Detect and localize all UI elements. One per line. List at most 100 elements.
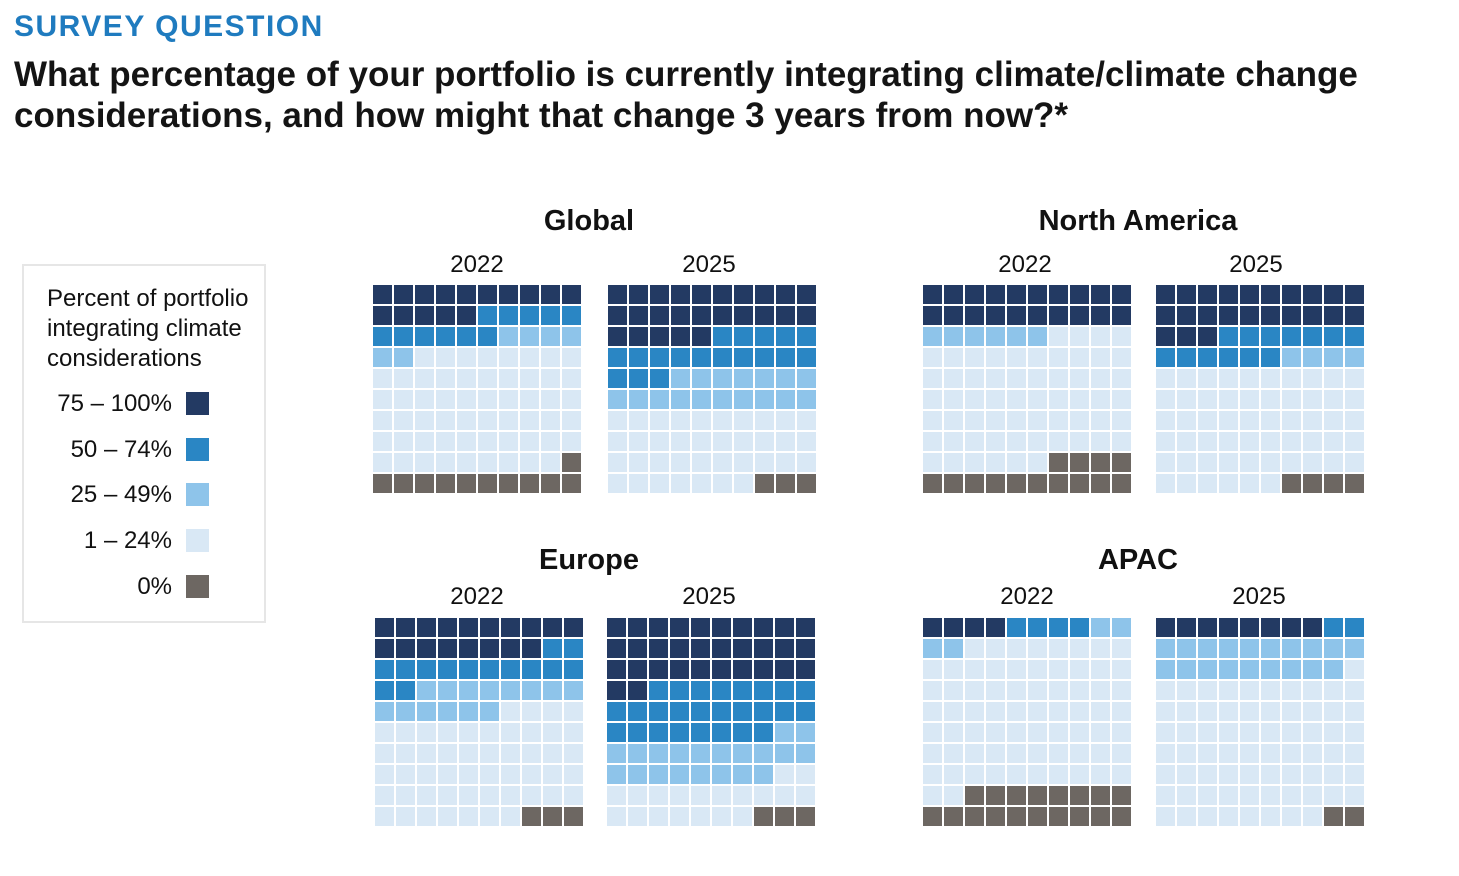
waffle-cell (733, 744, 752, 763)
waffle-cell (1303, 327, 1322, 346)
waffle-cell (629, 453, 648, 472)
waffle-cell (394, 390, 413, 409)
waffle-cell (923, 390, 942, 409)
waffle-cell (1345, 285, 1364, 304)
waffle-cell (396, 639, 415, 658)
waffle-cell (1282, 390, 1301, 409)
waffle-cell (796, 765, 815, 784)
waffle-cell (1324, 390, 1343, 409)
waffle-cell (1345, 765, 1364, 784)
legend-swatch (186, 438, 209, 461)
waffle-cell (562, 474, 581, 493)
waffle-cell (1303, 369, 1322, 388)
waffle-cell (670, 702, 689, 721)
legend-item-1-24: 1 – 24% (24, 528, 264, 554)
waffle-cell (1324, 474, 1343, 493)
waffle-cell (691, 681, 710, 700)
waffle-cell (1177, 306, 1196, 325)
waffle-cell (1219, 639, 1238, 658)
waffle-cell (438, 723, 457, 742)
waffle-cell (375, 639, 394, 658)
waffle-cell (691, 702, 710, 721)
waffle-cell (1345, 411, 1364, 430)
waffle-cell (1091, 369, 1110, 388)
waffle-cell (670, 723, 689, 742)
waffle-cell (1070, 702, 1089, 721)
waffle-cell (1219, 723, 1238, 742)
waffle-cell (457, 369, 476, 388)
waffle-cell (499, 474, 518, 493)
waffle-cell (1112, 618, 1131, 637)
waffle-cell (543, 807, 562, 826)
waffle-cell (459, 807, 478, 826)
waffle-cell (417, 702, 436, 721)
waffle-cell (1219, 411, 1238, 430)
waffle-cell (986, 285, 1005, 304)
waffle-cell (775, 807, 794, 826)
waffle-cell (564, 618, 583, 637)
waffle-cell (436, 432, 455, 451)
waffle-cell (1070, 390, 1089, 409)
waffle-cell (607, 660, 626, 679)
waffle-cell (1177, 390, 1196, 409)
waffle-cell (670, 618, 689, 637)
waffle-cell (691, 807, 710, 826)
waffle-cell (628, 786, 647, 805)
waffle-cell (1240, 453, 1259, 472)
waffle-cell (543, 660, 562, 679)
waffle-cell (944, 327, 963, 346)
waffle-cell (734, 306, 753, 325)
waffle-cell (607, 744, 626, 763)
waffle-cell (1091, 702, 1110, 721)
legend-item-0: 0% (24, 574, 264, 600)
waffle-cell (965, 327, 984, 346)
waffle-cell (712, 723, 731, 742)
waffle-cell (608, 474, 627, 493)
waffle-cell (607, 639, 626, 658)
waffle-cell (671, 432, 690, 451)
waffle-cell (1324, 327, 1343, 346)
waffle-cell (670, 786, 689, 805)
region-title-global: Global (543, 205, 635, 237)
waffle-cell (712, 807, 731, 826)
waffle-cell (923, 411, 942, 430)
waffle-cell (1282, 474, 1301, 493)
waffle-cell (692, 306, 711, 325)
waffle-north-america-2025 (1156, 285, 1364, 493)
waffle-cell (629, 369, 648, 388)
waffle-cell (797, 327, 816, 346)
waffle-cell (1049, 306, 1068, 325)
waffle-cell (965, 744, 984, 763)
waffle-cell (1303, 807, 1322, 826)
waffle-cell (1303, 786, 1322, 805)
waffle-cell (754, 723, 773, 742)
waffle-cell (1070, 453, 1089, 472)
waffle-cell (375, 702, 394, 721)
waffle-cell (649, 618, 668, 637)
waffle-cell (1177, 702, 1196, 721)
waffle-cell (608, 306, 627, 325)
waffle-cell (671, 390, 690, 409)
waffle-cell (522, 765, 541, 784)
waffle-cell (438, 660, 457, 679)
waffle-cell (417, 786, 436, 805)
waffle-cell (1049, 618, 1068, 637)
waffle-cell (478, 348, 497, 367)
waffle-cell (796, 744, 815, 763)
waffle-cell (1177, 618, 1196, 637)
waffle-cell (1240, 765, 1259, 784)
waffle-cell (1261, 744, 1280, 763)
waffle-cell (691, 786, 710, 805)
waffle-cell (394, 285, 413, 304)
waffle-cell (1345, 453, 1364, 472)
waffle-cell (1028, 723, 1047, 742)
waffle-cell (923, 807, 942, 826)
waffle-cell (520, 327, 539, 346)
waffle-cell (733, 618, 752, 637)
waffle-cell (776, 432, 795, 451)
waffle-cell (1240, 744, 1259, 763)
waffle-cell (1070, 639, 1089, 658)
waffle-cell (1112, 639, 1131, 658)
waffle-cell (1070, 681, 1089, 700)
waffle-cell (436, 285, 455, 304)
